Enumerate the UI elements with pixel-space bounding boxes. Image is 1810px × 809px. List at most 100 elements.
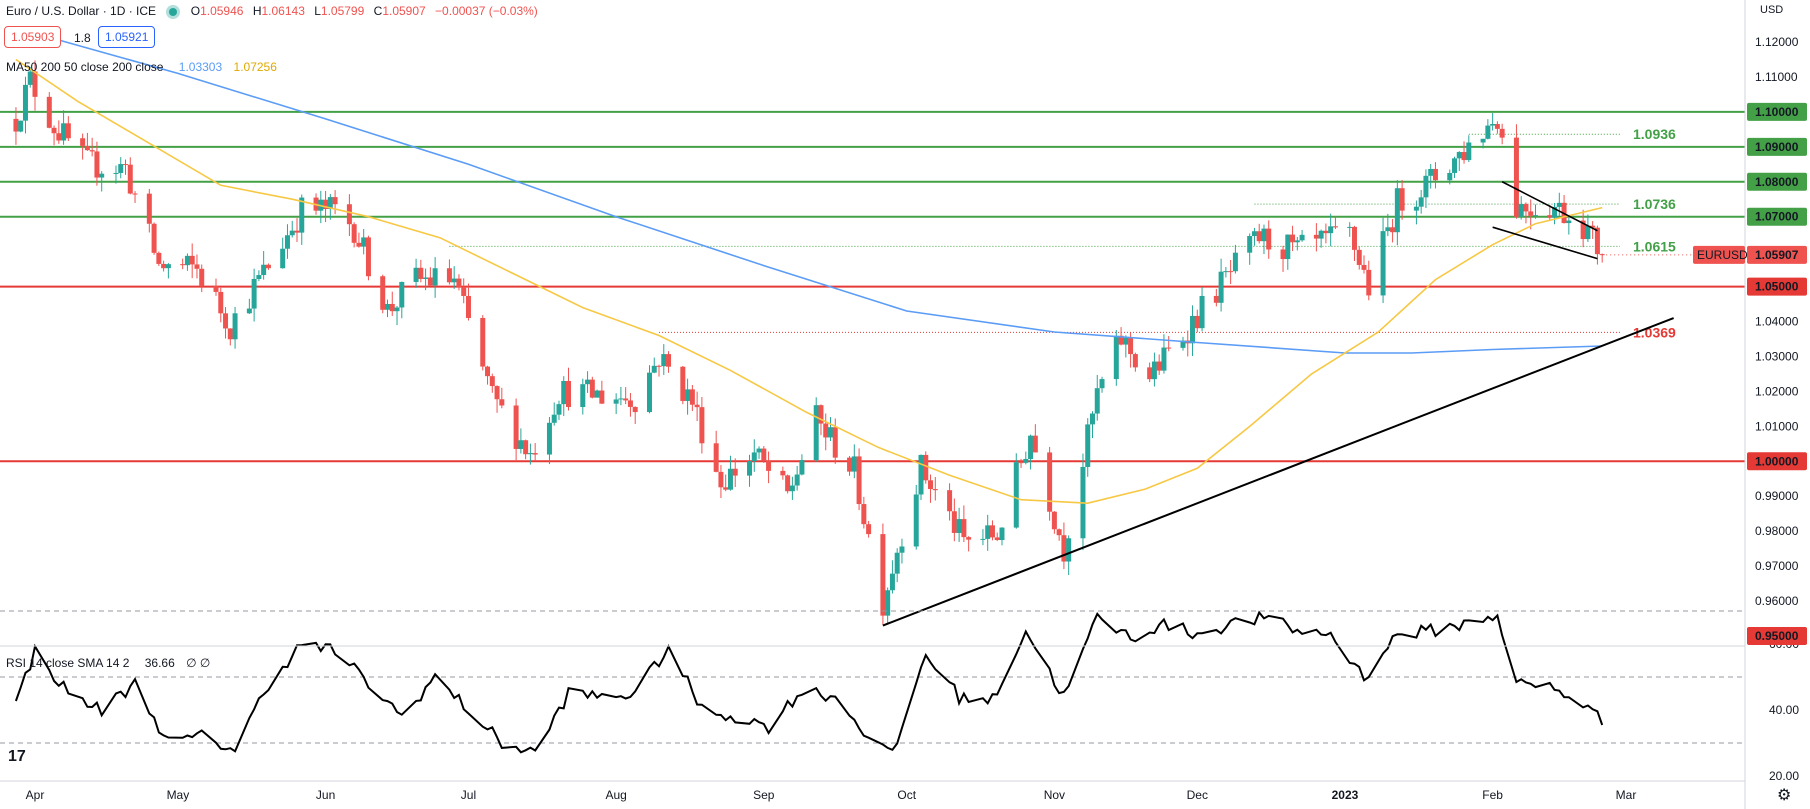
candle-body[interactable] [66, 123, 71, 138]
candle-body[interactable] [923, 455, 928, 480]
candle-body[interactable] [280, 249, 285, 269]
candle-body[interactable] [147, 194, 152, 224]
candle-body[interactable] [728, 469, 733, 490]
candle-body[interactable] [799, 460, 804, 474]
candle-body[interactable] [1447, 173, 1452, 180]
candle-body[interactable] [1190, 316, 1195, 343]
candle-body[interactable] [128, 165, 133, 194]
candle-body[interactable] [152, 224, 157, 253]
candle-body[interactable] [1485, 126, 1490, 139]
candle-body[interactable] [1233, 253, 1238, 272]
candle-body[interactable] [999, 528, 1004, 540]
candle-body[interactable] [1462, 152, 1467, 160]
candle-body[interactable] [1547, 215, 1552, 218]
candle-body[interactable] [1385, 227, 1390, 231]
candle-body[interactable] [566, 381, 571, 407]
candle-body[interactable] [1390, 227, 1395, 232]
candle-body[interactable] [285, 235, 290, 248]
candle-body[interactable] [1285, 235, 1290, 259]
candle-body[interactable] [995, 537, 1000, 540]
candle-body[interactable] [1219, 272, 1224, 303]
candle-body[interactable] [1495, 124, 1500, 129]
candle-body[interactable] [1566, 221, 1571, 224]
candle-body[interactable] [1519, 204, 1524, 217]
candle-body[interactable] [118, 164, 123, 173]
candle-body[interactable] [1052, 512, 1057, 530]
candle-body[interactable] [261, 265, 266, 275]
candle-body[interactable] [399, 282, 404, 308]
candle-body[interactable] [490, 376, 495, 386]
candle-body[interactable] [1247, 236, 1252, 253]
candle-body[interactable] [247, 309, 252, 314]
candle-body[interactable] [714, 443, 719, 472]
candle-body[interactable] [1362, 265, 1367, 270]
candle-body[interactable] [556, 404, 561, 415]
candle-body[interactable] [1128, 338, 1133, 354]
candle-body[interactable] [652, 366, 657, 373]
candle-body[interactable] [1557, 203, 1562, 207]
candle-body[interactable] [1161, 348, 1166, 371]
candle-body[interactable] [899, 546, 904, 552]
candle-body[interactable] [823, 424, 828, 438]
settings-gear-icon[interactable]: ⚙ [1777, 785, 1791, 805]
candle-body[interactable] [761, 449, 766, 461]
candle-body[interactable] [1290, 235, 1295, 243]
rsi-pane[interactable] [0, 611, 1745, 752]
candle-body[interactable] [1414, 207, 1419, 211]
candle-body[interactable] [1433, 169, 1438, 180]
candle-body[interactable] [780, 471, 785, 475]
candle-body[interactable] [1200, 296, 1205, 328]
candle-body[interactable] [99, 174, 104, 178]
candle-body[interactable] [499, 399, 504, 405]
candle-body[interactable] [256, 275, 261, 279]
candle-body[interactable] [585, 380, 590, 385]
candle-body[interactable] [252, 279, 257, 309]
candle-body[interactable] [595, 391, 600, 398]
candle-body[interactable] [1481, 139, 1486, 143]
candle-body[interactable] [466, 296, 471, 318]
ascending-trendline[interactable] [883, 318, 1674, 625]
candle-body[interactable] [614, 399, 619, 403]
candle-body[interactable] [733, 469, 738, 476]
candle-body[interactable] [718, 472, 723, 487]
candle-body[interactable] [1585, 226, 1590, 239]
candle-body[interactable] [90, 150, 95, 151]
candle-body[interactable] [133, 194, 138, 195]
candle-body[interactable] [1457, 152, 1462, 158]
candle-body[interactable] [1214, 296, 1219, 303]
candle-body[interactable] [647, 373, 652, 412]
candle-body[interactable] [452, 279, 457, 283]
candle-body[interactable] [1014, 462, 1019, 527]
candle-body[interactable] [56, 133, 61, 140]
candle-body[interactable] [1019, 462, 1024, 463]
candle-body[interactable] [418, 268, 423, 279]
candle-body[interactable] [523, 440, 528, 454]
candle-body[interactable] [919, 455, 924, 495]
candle-body[interactable] [1028, 436, 1033, 459]
candle-body[interactable] [395, 307, 400, 311]
candle-body[interactable] [333, 197, 338, 204]
candle-body[interactable] [1195, 316, 1200, 328]
candle-body[interactable] [1523, 204, 1528, 211]
candle-body[interactable] [1147, 367, 1152, 379]
candle-body[interactable] [1357, 250, 1362, 265]
candle-body[interactable] [1452, 158, 1457, 173]
candle-body[interactable] [1228, 271, 1233, 272]
candle-body[interactable] [518, 440, 523, 449]
candle-body[interactable] [1047, 452, 1052, 511]
candle-body[interactable] [1033, 436, 1038, 453]
candle-body[interactable] [1514, 138, 1519, 217]
candle-body[interactable] [1266, 229, 1271, 250]
candle-body[interactable] [123, 164, 128, 165]
candle-body[interactable] [80, 138, 85, 146]
candle-body[interactable] [361, 237, 366, 246]
candle-body[interactable] [356, 243, 361, 247]
candle-body[interactable] [990, 525, 995, 537]
candle-body[interactable] [390, 304, 395, 311]
candle-body[interactable] [113, 173, 118, 174]
candle-body[interactable] [914, 494, 919, 546]
candle-body[interactable] [757, 449, 762, 453]
candle-body[interactable] [1123, 338, 1128, 345]
candle-body[interactable] [228, 328, 233, 339]
candle-body[interactable] [156, 253, 161, 264]
